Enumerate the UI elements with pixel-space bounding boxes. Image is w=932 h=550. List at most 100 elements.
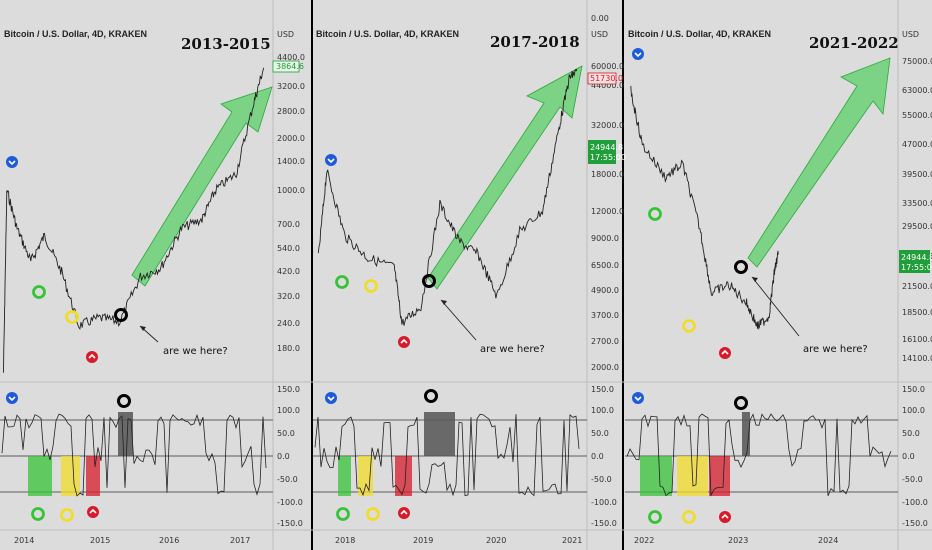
- panel-2-currency: USD: [591, 30, 608, 39]
- price-tag-label: 24944.8: [901, 253, 932, 262]
- osc-tick-label: 150.0: [591, 385, 614, 394]
- osc-tick-label: 50.0: [591, 429, 609, 438]
- osc-tick-label: -100.0: [277, 498, 303, 507]
- marker-black-4: [734, 260, 748, 274]
- annotation-arrow: [751, 276, 800, 337]
- price-line: [317, 68, 578, 326]
- y-tick-label: 47000.0: [902, 140, 932, 149]
- marker-green-1: [335, 275, 349, 289]
- marker-yellow-2: [682, 319, 696, 333]
- marker-yellow-3: [682, 510, 696, 524]
- price-tag: [587, 72, 617, 85]
- trend-arrows: [131, 57, 891, 290]
- panel-1-currency: USD: [277, 30, 294, 39]
- osc-tick-label: -50.0: [902, 475, 923, 484]
- x-tick-label: 2015: [90, 536, 110, 545]
- osc-fill-green: [338, 456, 351, 496]
- axis-ticks: 4400.0 3200.0 2800.0 2000.0 1400.0 1000.0 700.…: [14, 14, 932, 545]
- price-tag-label: 3864.6: [276, 62, 304, 71]
- price-lines: [2, 67, 779, 373]
- x-tick-label: 2016: [159, 536, 179, 545]
- x-tick-label: 2019: [413, 536, 433, 545]
- marker-black-1: [117, 394, 131, 408]
- y-tick-label: 16100.0: [902, 335, 932, 344]
- panel-3-currency: USD: [902, 30, 919, 39]
- osc-fill-red: [86, 456, 100, 496]
- marker-green-2: [648, 510, 662, 524]
- chevron-up-icon: [88, 353, 96, 359]
- osc-tick-label: 100.0: [902, 406, 925, 415]
- marker-yellow-2: [65, 310, 79, 324]
- osc-tick-label: 50.0: [277, 429, 295, 438]
- trend-arrow: [427, 65, 583, 290]
- osc-fill-gray: [424, 412, 455, 456]
- y-tick-label: 320.0: [277, 292, 300, 301]
- osc-fill-yellow: [61, 456, 80, 496]
- y-tick-label: 18000.0: [591, 170, 624, 179]
- osc-tick-label: -150.0: [591, 519, 617, 528]
- countdown-label: 17:55:00: [590, 153, 626, 162]
- y-tick-label: 540.0: [277, 244, 300, 253]
- x-tick-label: 2023: [728, 536, 748, 545]
- chevron-down-icon: [327, 158, 335, 164]
- price-tag: [588, 140, 616, 164]
- marker-top-0: [325, 154, 337, 166]
- panel-2-title: Bitcoin / U.S. Dollar, 4D, KRAKEN: [316, 29, 459, 39]
- annotations: are we here? are we here? are we here?: [139, 276, 868, 357]
- chevron-down-icon: [327, 396, 335, 402]
- osc-tick-label: -50.0: [277, 475, 298, 484]
- y-tick-label: 1400.0: [277, 157, 305, 166]
- y-tick-label: 0.00: [591, 14, 609, 23]
- annotation-text: are we here?: [803, 344, 868, 355]
- y-tick-label: 32000.0: [591, 121, 624, 130]
- cycle-markers: [6, 48, 748, 524]
- osc-tick-label: -100.0: [591, 498, 617, 507]
- marker-red-3: [398, 336, 410, 348]
- chevron-up-icon: [400, 338, 408, 344]
- y-tick-label: 63000.0: [902, 86, 932, 95]
- marker-red-4: [719, 511, 731, 523]
- y-tick-label: 12000.0: [591, 207, 624, 216]
- marker-red-4: [398, 507, 410, 519]
- marker-black-1: [734, 396, 748, 410]
- y-tick-label: 700.0: [277, 220, 300, 229]
- y-tick-label: 18500.0: [902, 308, 932, 317]
- y-tick-label: 29500.0: [902, 222, 932, 231]
- y-tick-label: 75000.0: [902, 57, 932, 66]
- annotation-arrowhead: [752, 277, 758, 282]
- chevron-down-icon: [634, 52, 642, 58]
- y-tick-label: 2000.0: [591, 363, 619, 372]
- y-tick-label: 21500.0: [902, 282, 932, 291]
- y-tick-label: 14100.0: [902, 354, 932, 363]
- price-line: [2, 67, 265, 373]
- osc-tick-label: 0.0: [902, 452, 915, 461]
- y-tick-label: 180.0: [277, 344, 300, 353]
- osc-tick-label: 0.0: [591, 452, 604, 461]
- oscillator-fills: [28, 412, 750, 496]
- marker-top-0: [632, 392, 644, 404]
- annotation-text: are we here?: [163, 346, 228, 357]
- y-tick-label: 55000.0: [902, 111, 932, 120]
- y-tick-label: 3700.0: [591, 311, 619, 320]
- oscillator-line: [1, 413, 267, 497]
- panel-1-title: Bitcoin / U.S. Dollar, 4D, KRAKEN: [4, 29, 147, 39]
- marker-black-4: [422, 274, 436, 288]
- y-tick-label: 4900.0: [591, 286, 619, 295]
- trend-arrow: [131, 86, 273, 287]
- x-tick-label: 2022: [634, 536, 654, 545]
- trend-arrow: [747, 57, 891, 268]
- y-tick-label: 60000.0: [591, 62, 624, 71]
- y-tick-label: 1000.0: [277, 186, 305, 195]
- osc-fill-red: [709, 456, 730, 496]
- oscillator-line: [626, 413, 892, 497]
- price-line: [630, 85, 779, 331]
- marker-green-1: [648, 207, 662, 221]
- marker-top-0: [6, 392, 18, 404]
- osc-fill-red: [395, 456, 412, 496]
- chevron-down-icon: [8, 160, 16, 166]
- chevron-down-icon: [8, 396, 16, 402]
- marker-yellow-3: [366, 507, 380, 521]
- chevron-up-icon: [89, 508, 97, 514]
- osc-tick-label: 50.0: [902, 429, 920, 438]
- marker-top-0: [6, 156, 18, 168]
